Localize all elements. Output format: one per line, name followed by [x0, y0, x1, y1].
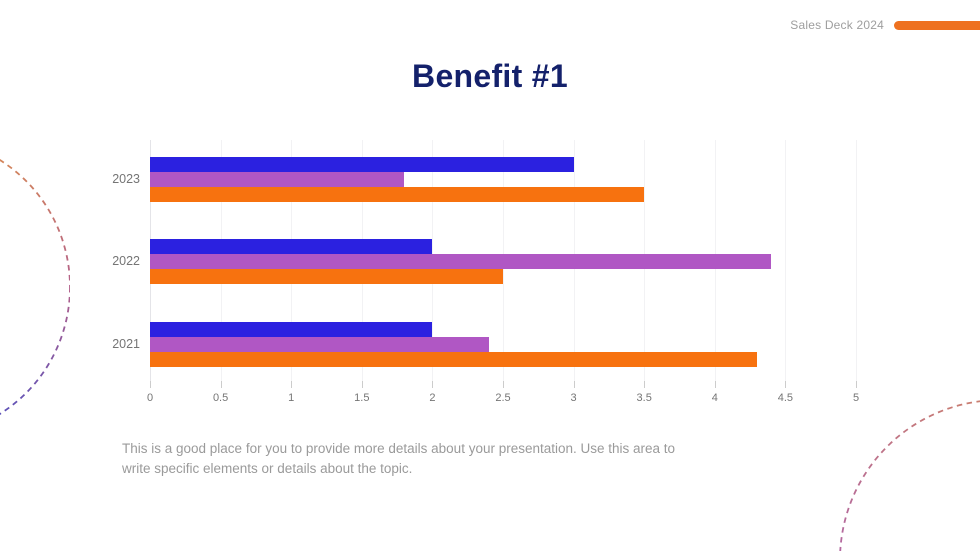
- xtick-label-1.5: 1.5: [354, 392, 370, 404]
- category-label-2023: 2023: [112, 171, 140, 186]
- tickmark-x-2: [432, 381, 434, 388]
- bar-2021-series-blue: [150, 322, 433, 337]
- xtick-label-4.5: 4.5: [777, 392, 794, 404]
- xtick-label-1: 1: [288, 392, 295, 404]
- tickmark-x-3.5: [644, 381, 646, 388]
- bar-2022-series-purple: [150, 254, 772, 269]
- bar-2022-series-blue: [150, 239, 433, 254]
- xtick-label-3.5: 3.5: [636, 392, 652, 404]
- description-text: This is a good place for you to provide …: [122, 441, 676, 476]
- tickmark-x-5: [856, 381, 857, 388]
- xtick-label-4: 4: [711, 392, 718, 404]
- accent-bar-decoration: [894, 20, 980, 30]
- tickmark-x-1.5: [361, 381, 363, 388]
- tickmark-x-4: [714, 381, 716, 388]
- gridline-x-4.5: [785, 140, 787, 388]
- tickmark-x-2.5: [503, 381, 504, 388]
- tickmark-x-0: [150, 381, 151, 388]
- slide-header: Sales Deck 2024: [790, 18, 980, 32]
- horizontal-bar-chart: 0 0.5 1 1.5 2 2.5 3 3.5 4 4.5 5 2023 2022 2021: [0, 140, 980, 408]
- bar-2023-series-purple: [150, 172, 405, 187]
- xtick-label-2.5: 2.5: [495, 392, 511, 404]
- tickmark-x-1: [291, 381, 293, 388]
- xtick-label-2: 2: [429, 392, 436, 404]
- gridline-x-5: [856, 140, 857, 388]
- bar-2023-series-orange: [150, 187, 645, 202]
- dashed-arc-bottom-right-decoration: [839, 400, 980, 551]
- bar-2023-series-blue: [150, 157, 574, 172]
- tickmark-x-0.5: [220, 381, 222, 388]
- tickmark-x-3: [573, 381, 575, 388]
- category-label-2022: 2022: [112, 253, 140, 268]
- bar-2021-series-orange: [150, 352, 758, 367]
- xtick-label-0.5: 0.5: [212, 392, 229, 404]
- bar-2022-series-orange: [150, 269, 503, 284]
- xtick-label-5: 5: [852, 392, 860, 404]
- slide-title: Benefit #1: [412, 58, 568, 94]
- deck-label: Sales Deck 2024: [790, 18, 884, 32]
- tickmark-x-4.5: [785, 381, 787, 388]
- xtick-label-3: 3: [570, 392, 577, 404]
- bar-2021-series-purple: [150, 337, 489, 352]
- category-label-2021: 2021: [112, 336, 140, 351]
- xtick-label-0: 0: [146, 392, 154, 404]
